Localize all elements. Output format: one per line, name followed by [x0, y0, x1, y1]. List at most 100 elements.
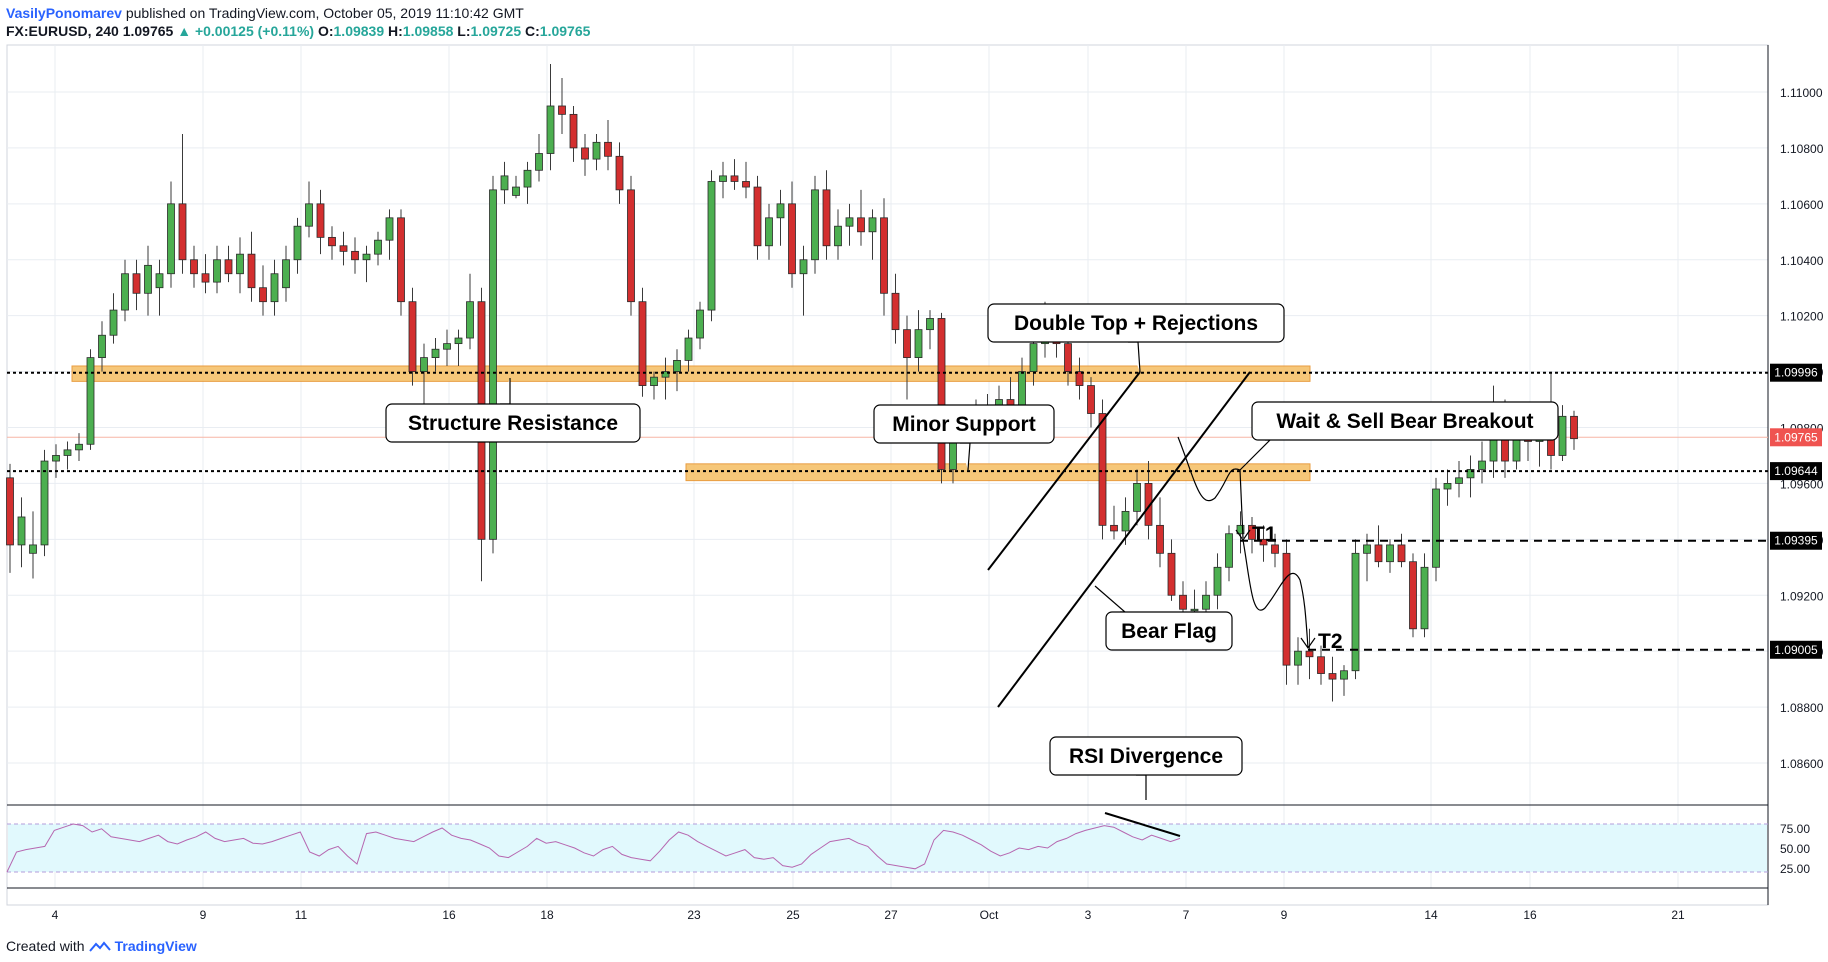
candle-up	[75, 443, 83, 451]
candle-down	[397, 217, 405, 303]
candle-down	[1271, 544, 1279, 554]
price-tick-label: 1.10200	[1780, 310, 1824, 324]
level-price-badge: 1.09644	[1770, 462, 1822, 481]
candle-down	[1167, 552, 1176, 596]
candle-up	[1236, 524, 1245, 535]
candle-down	[891, 292, 900, 331]
projection-path-1	[1177, 436, 1244, 539]
candle-up	[926, 318, 934, 331]
candle-down	[880, 217, 888, 294]
callout-text: Minor Support	[892, 413, 1035, 436]
candle-up	[719, 175, 727, 182]
change-value: ▲ +0.00125 (+0.11%)	[177, 23, 315, 39]
candle-up	[305, 203, 313, 227]
candle-down	[1259, 538, 1268, 546]
published-text: published on TradingView.com, October 05…	[125, 5, 524, 21]
candle-up	[17, 516, 26, 546]
candle-up	[1190, 608, 1199, 612]
candle-up	[213, 259, 221, 283]
candle-down	[1075, 371, 1084, 386]
candle-down	[1064, 343, 1072, 372]
candle-up	[1432, 488, 1440, 568]
candle-up	[52, 455, 60, 462]
price-tick-label: 1.09600	[1780, 477, 1824, 491]
candle-up	[512, 186, 520, 196]
callout-minor-support: Minor Support	[873, 404, 1055, 471]
time-tick-label: 25	[786, 908, 800, 922]
tradingview-brand[interactable]: TradingView	[114, 938, 197, 954]
candle-down	[247, 253, 256, 289]
price-badge-text: 1.09996	[1774, 366, 1818, 380]
callout-box	[1105, 611, 1233, 651]
candle-down	[1156, 524, 1164, 554]
candle-up	[1202, 594, 1210, 610]
callout-text: Bear Flag	[1121, 620, 1217, 643]
candle-up	[811, 189, 819, 261]
candle-up	[98, 334, 106, 359]
candle-down	[351, 250, 359, 261]
time-tick-label: 27	[884, 908, 898, 922]
author-link[interactable]: VasilyPonomarev	[6, 5, 122, 21]
candle-down	[1374, 544, 1383, 563]
price-badge-text: 1.09765	[1774, 430, 1818, 444]
time-tick-label: 4	[52, 908, 59, 922]
candle-down	[857, 217, 865, 233]
candle-up	[1466, 469, 1475, 479]
low-value: 1.09725	[470, 23, 522, 39]
time-tick-label: 7	[1183, 908, 1190, 922]
candle-down	[615, 155, 624, 191]
candle-up	[776, 203, 785, 219]
candle-up	[834, 225, 842, 247]
candle-up	[845, 217, 854, 227]
candle-up	[121, 273, 129, 311]
candle-down	[627, 189, 635, 303]
candle-down	[903, 329, 911, 359]
created-with-text: Created with	[6, 938, 85, 954]
candle-down	[316, 203, 325, 238]
candle-up	[1213, 566, 1222, 596]
level-price-badge: 1.09996	[1770, 363, 1822, 382]
target-label: T1	[1252, 523, 1277, 546]
candle-up	[765, 217, 773, 247]
candle-down	[581, 147, 589, 160]
candle-up	[1029, 343, 1038, 372]
time-tick-label: 9	[200, 908, 207, 922]
candle-up	[362, 253, 371, 261]
price-badge-text: 1.09644	[1774, 464, 1818, 478]
rsi-tick-label: 25.00	[1780, 862, 1810, 876]
price-tick-label: 1.10800	[1780, 142, 1824, 156]
rsi-divergence-line	[1104, 812, 1181, 837]
header-row-2: FX:EURUSD, 240 1.09765 ▲ +0.00125 (+0.11…	[6, 22, 590, 40]
candle-up	[500, 175, 509, 191]
symbol-label: FX:EURUSD, 240	[6, 23, 119, 39]
rsi-band-fill	[8, 824, 1767, 872]
candle-down	[339, 245, 348, 252]
channel-upper-line	[987, 371, 1141, 571]
candle-down	[201, 273, 210, 283]
candle-up	[696, 309, 704, 339]
candle-down	[224, 259, 233, 275]
candle-up	[1363, 544, 1371, 554]
high-label: H:	[388, 23, 403, 39]
projection-path-2	[1242, 539, 1309, 649]
candle-down	[1570, 415, 1578, 440]
candle-up	[535, 153, 543, 171]
callout-rsi-divergence: RSI Divergence	[1049, 736, 1243, 800]
candle-up	[1386, 544, 1394, 563]
candle-down	[1397, 544, 1406, 563]
candle-down	[1409, 561, 1417, 630]
candle-up	[466, 301, 474, 339]
time-tick-label: 14	[1424, 908, 1438, 922]
candle-down	[408, 301, 417, 372]
level-price-badge: 1.09395	[1770, 531, 1822, 550]
candle-up	[443, 343, 451, 350]
candle-down	[1144, 483, 1153, 526]
time-tick-label: 3	[1085, 908, 1092, 922]
price-tick-label: 1.09200	[1780, 589, 1824, 603]
candle-down	[1110, 524, 1118, 532]
channel-lower-line	[997, 371, 1251, 708]
callout-wait-sell: Wait & Sell Bear Breakout	[1239, 401, 1559, 471]
low-label: L:	[457, 23, 471, 39]
candle-up	[385, 217, 394, 241]
